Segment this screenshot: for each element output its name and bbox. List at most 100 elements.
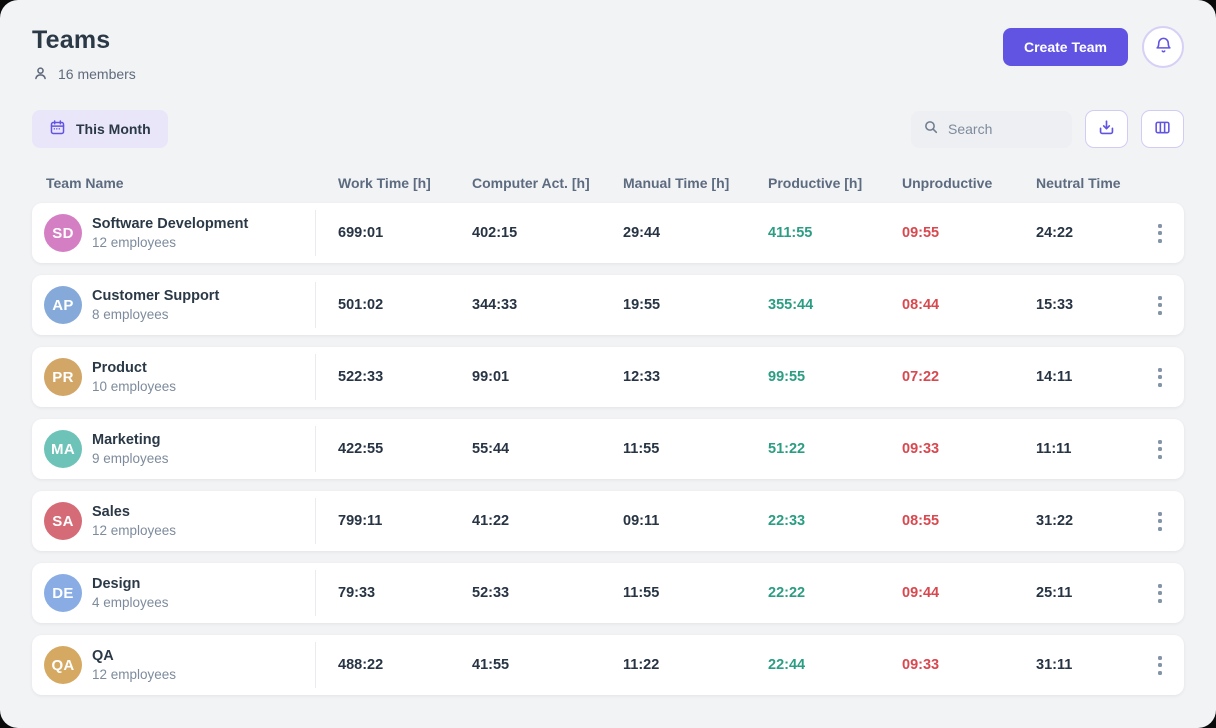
kebab-icon: [1158, 655, 1162, 660]
team-text-block: Sales 12 employees: [92, 504, 176, 538]
work-time-value: 422:55: [338, 441, 384, 457]
person-icon: [32, 65, 49, 82]
search-icon: [923, 119, 939, 140]
team-text-block: Customer Support 8 employees: [92, 288, 219, 322]
computer-activity-value: 55:44: [472, 441, 510, 457]
filter-toolbar: This Month: [0, 110, 1216, 148]
table-row[interactable]: MA Marketing 9 employees 422:55 55:44 11…: [32, 419, 1184, 479]
team-name: Marketing: [92, 432, 161, 448]
productive-value: 22:33: [768, 513, 806, 529]
table-row[interactable]: AP Customer Support 8 employees 501:02 3…: [32, 275, 1184, 335]
create-team-button[interactable]: Create Team: [1002, 28, 1128, 66]
manual-time-value: 29:44: [623, 225, 661, 241]
neutral-time-value: 11:11: [1036, 441, 1072, 457]
avatar: DE: [44, 574, 82, 612]
column-header-unproductive: Unproductive: [902, 175, 993, 191]
table-header: Team Name Work Time [h] Computer Act. [h…: [32, 175, 1184, 203]
unproductive-value: 09:55: [902, 225, 940, 241]
neutral-time-value: 24:22: [1036, 225, 1074, 241]
row-menu-button[interactable]: [1145, 360, 1175, 394]
export-button[interactable]: [1085, 110, 1128, 148]
row-menu-button[interactable]: [1145, 504, 1175, 538]
table-row[interactable]: SD Software Development 12 employees 699…: [32, 203, 1184, 263]
table-row[interactable]: QA QA 12 employees 488:22 41:55 11:22 22…: [32, 635, 1184, 695]
row-menu-button[interactable]: [1145, 432, 1175, 466]
unproductive-value: 08:55: [902, 513, 940, 529]
table-row[interactable]: PR Product 10 employees 522:33 99:01 12:…: [32, 347, 1184, 407]
avatar: SA: [44, 502, 82, 540]
neutral-time-value: 15:33: [1036, 297, 1074, 313]
team-name: Design: [92, 576, 141, 592]
toolbar-actions: [911, 110, 1184, 148]
team-name-cell: SD Software Development 12 employees: [32, 210, 316, 256]
column-header-computer-act: Computer Act. [h]: [472, 175, 590, 191]
team-employee-count: 12 employees: [92, 235, 177, 250]
unproductive-value: 07:22: [902, 369, 940, 385]
team-name: Customer Support: [92, 288, 220, 304]
manual-time-value: 11:55: [623, 585, 660, 601]
team-employee-count: 10 employees: [92, 379, 177, 394]
search-input[interactable]: [948, 121, 1060, 137]
work-time-value: 501:02: [338, 297, 384, 313]
productive-value: 22:44: [768, 657, 806, 673]
team-name-cell: SA Sales 12 employees: [32, 498, 316, 544]
team-name: Sales: [92, 504, 130, 520]
download-icon: [1097, 118, 1116, 140]
row-menu-button[interactable]: [1145, 216, 1175, 250]
notifications-button[interactable]: [1142, 26, 1184, 68]
calendar-icon: [49, 119, 66, 139]
manual-time-value: 12:33: [623, 369, 661, 385]
productive-value: 411:55: [768, 225, 813, 241]
neutral-time-value: 31:11: [1036, 657, 1073, 673]
team-employee-count: 12 employees: [92, 667, 177, 682]
kebab-icon: [1158, 439, 1162, 444]
team-employee-count: 4 employees: [92, 595, 169, 610]
avatar: PR: [44, 358, 82, 396]
team-text-block: Software Development 12 employees: [92, 216, 248, 250]
row-menu-button[interactable]: [1145, 288, 1175, 322]
work-time-value: 699:01: [338, 225, 384, 241]
row-menu-button[interactable]: [1145, 576, 1175, 610]
period-filter-button[interactable]: This Month: [32, 110, 168, 148]
kebab-icon: [1158, 295, 1162, 300]
team-text-block: Product 10 employees: [92, 360, 176, 394]
kebab-icon: [1158, 583, 1162, 588]
neutral-time-value: 25:11: [1036, 585, 1073, 601]
manual-time-value: 11:22: [623, 657, 660, 673]
team-rows: SD Software Development 12 employees 699…: [0, 203, 1216, 695]
team-employee-count: 9 employees: [92, 451, 169, 466]
table-row[interactable]: DE Design 4 employees 79:33 52:33 11:55 …: [32, 563, 1184, 623]
productive-value: 99:55: [768, 369, 806, 385]
avatar: SD: [44, 214, 82, 252]
title-block: Teams 16 members: [32, 26, 136, 82]
productive-value: 51:22: [768, 441, 806, 457]
unproductive-value: 09:44: [902, 585, 940, 601]
unproductive-value: 09:33: [902, 657, 940, 673]
search-box[interactable]: [911, 110, 1072, 148]
column-view-icon: [1153, 118, 1172, 140]
column-settings-button[interactable]: [1141, 110, 1184, 148]
members-count-label: 16 members: [58, 65, 136, 82]
team-name: Software Development: [92, 216, 249, 232]
column-header-work-time: Work Time [h]: [338, 175, 431, 191]
team-name-cell: MA Marketing 9 employees: [32, 426, 316, 472]
team-name: Product: [92, 360, 147, 376]
work-time-value: 488:22: [338, 657, 384, 673]
work-time-value: 79:33: [338, 585, 376, 601]
team-employee-count: 12 employees: [92, 523, 177, 538]
top-bar: Teams 16 members Create Team: [0, 0, 1216, 82]
work-time-value: 799:11: [338, 513, 383, 529]
row-menu-button[interactable]: [1145, 648, 1175, 682]
team-text-block: Marketing 9 employees: [92, 432, 169, 466]
column-header-manual-time: Manual Time [h]: [623, 175, 730, 191]
computer-activity-value: 41:55: [472, 657, 510, 673]
unproductive-value: 08:44: [902, 297, 940, 313]
column-header-neutral-time: Neutral Time: [1036, 175, 1121, 191]
table-row[interactable]: SA Sales 12 employees 799:11 41:22 09:11…: [32, 491, 1184, 551]
kebab-icon: [1158, 511, 1162, 516]
team-name-cell: DE Design 4 employees: [32, 570, 316, 616]
avatar: MA: [44, 430, 82, 468]
page-title: Teams: [32, 26, 111, 54]
computer-activity-value: 41:22: [472, 513, 510, 529]
